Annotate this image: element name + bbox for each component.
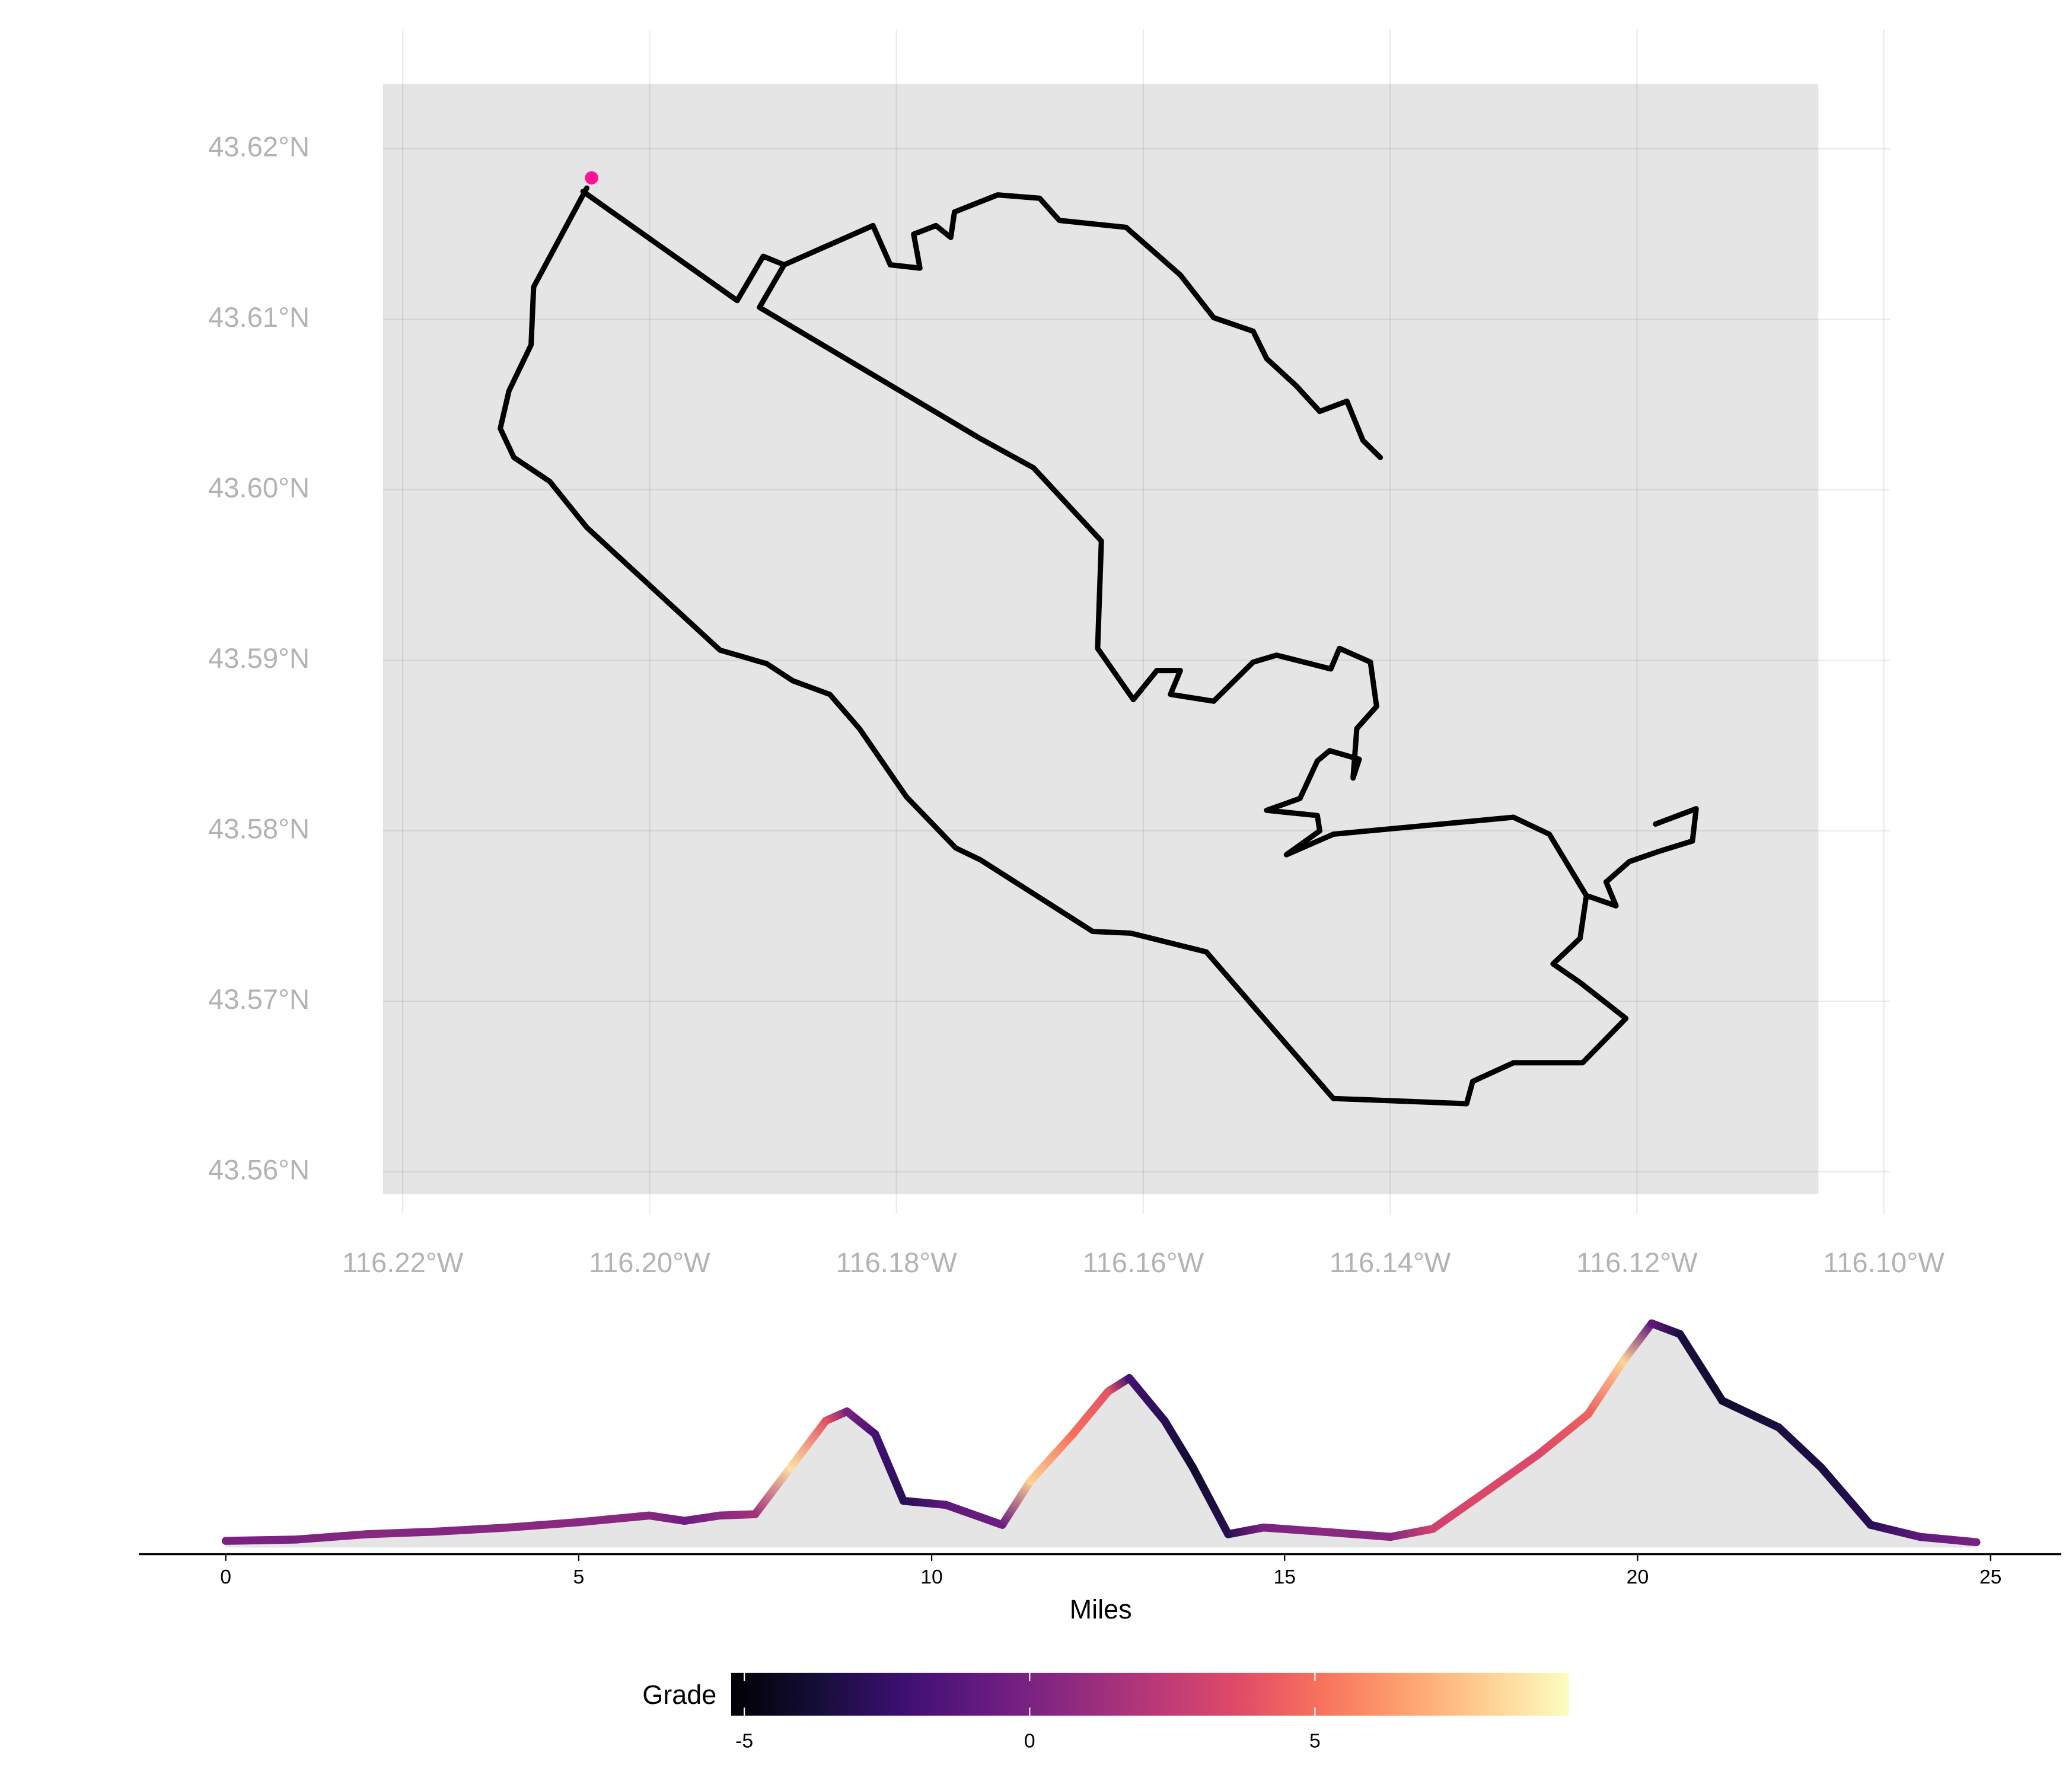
- profile-segment: [433, 1523, 512, 1536]
- x-axis-title: Miles: [1070, 1594, 1132, 1624]
- x-tick-label: 116.12°W: [1576, 1247, 1698, 1279]
- x-tick-label: 116.20°W: [589, 1247, 710, 1279]
- profile-segment: [1817, 1463, 1875, 1529]
- profile-segment: [363, 1527, 442, 1538]
- profile-segment: [1915, 1533, 1981, 1547]
- color-bar-label: 5: [1309, 1730, 1321, 1753]
- profile-segment: [1224, 1523, 1268, 1538]
- y-tick-label: 43.60°N: [208, 472, 310, 504]
- y-tick-label: 43.62°N: [208, 131, 310, 163]
- profile-segment: [1647, 1319, 1684, 1339]
- profile-segment: [1026, 1430, 1077, 1485]
- profile-segment: [1259, 1523, 1324, 1536]
- x-tick-label: 116.16°W: [1083, 1247, 1204, 1279]
- route-line: [498, 185, 1699, 1107]
- x-tick-label: 25: [1979, 1566, 2002, 1588]
- y-tick-label: 43.58°N: [208, 813, 310, 845]
- color-bar-label: 0: [1024, 1730, 1035, 1753]
- profile-segment: [843, 1407, 879, 1438]
- profile-segment: [680, 1511, 724, 1525]
- profile-segment: [1676, 1330, 1727, 1405]
- profile-segment: [1429, 1490, 1487, 1533]
- profile-segment: [1104, 1374, 1134, 1396]
- start-point: [585, 171, 598, 185]
- profile-segment: [504, 1518, 583, 1532]
- profile-segment: [871, 1430, 908, 1505]
- x-tick-label: 116.10°W: [1823, 1247, 1945, 1279]
- profile-segment: [1316, 1527, 1395, 1541]
- x-tick-label: 116.22°W: [342, 1247, 464, 1279]
- profile-segment: [751, 1463, 795, 1518]
- color-bar-label: -5: [735, 1730, 753, 1753]
- profile-segment: [645, 1511, 689, 1525]
- profile-segment: [998, 1477, 1035, 1529]
- x-tick-label: 0: [220, 1566, 231, 1588]
- profile-segment: [1478, 1450, 1543, 1499]
- profile-segment: [1069, 1387, 1112, 1438]
- x-tick-label: 5: [573, 1566, 584, 1588]
- profile-segment: [1125, 1374, 1169, 1425]
- elevation-area: [225, 1323, 1977, 1548]
- x-tick-label: 116.18°W: [836, 1247, 957, 1279]
- map-panel: [382, 84, 1819, 1194]
- x-tick-label: 10: [920, 1566, 943, 1588]
- color-bar: [731, 1672, 1569, 1716]
- profile-segment: [1188, 1463, 1232, 1538]
- profile-segment: [575, 1511, 654, 1527]
- x-tick-label: 15: [1273, 1566, 1296, 1588]
- profile-segment: [1386, 1525, 1437, 1541]
- y-tick-label: 43.61°N: [208, 302, 310, 333]
- profile-segment: [1535, 1410, 1592, 1458]
- y-tick-label: 43.59°N: [208, 643, 310, 674]
- profile-segment: [899, 1496, 950, 1509]
- y-tick-label: 43.57°N: [208, 984, 310, 1015]
- profile-segment: [292, 1530, 371, 1544]
- profile-segment: [1774, 1423, 1825, 1472]
- legend-title: Grade: [642, 1680, 716, 1710]
- profile-segment: [786, 1416, 830, 1472]
- profile-segment: [1619, 1319, 1656, 1365]
- x-tick-label: 20: [1627, 1566, 1649, 1588]
- y-tick-label: 43.56°N: [208, 1154, 310, 1186]
- profile-segment: [1718, 1397, 1783, 1432]
- profile-segment: [1161, 1416, 1197, 1472]
- profile-segment: [942, 1500, 1006, 1529]
- profile-segment: [221, 1535, 301, 1545]
- profile-segment: [1584, 1356, 1628, 1419]
- profile-segment: [1866, 1521, 1924, 1541]
- x-tick-label: 116.14°W: [1330, 1247, 1451, 1279]
- profile-segment: [716, 1510, 760, 1520]
